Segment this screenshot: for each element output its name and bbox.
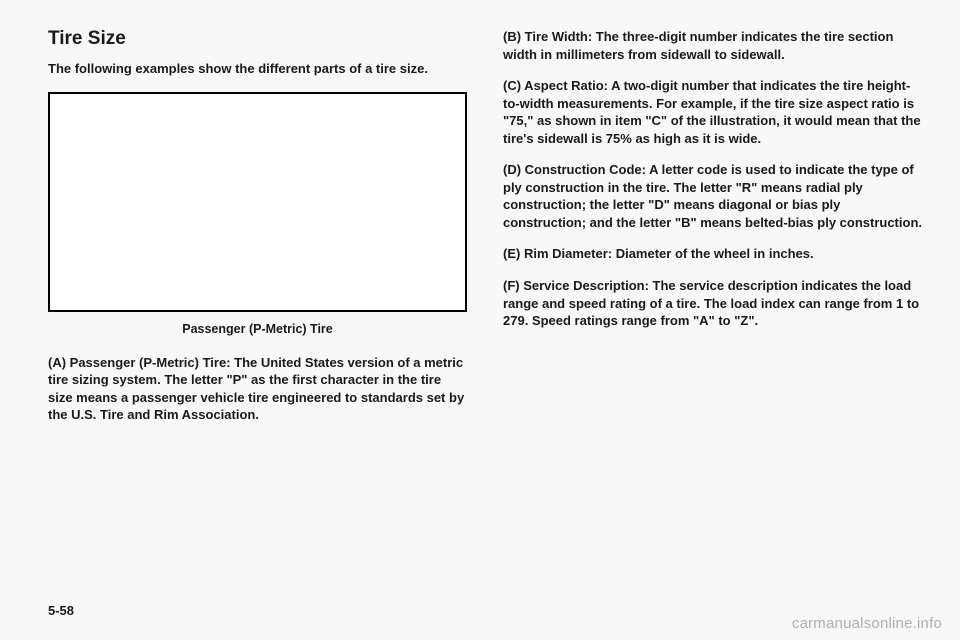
right-column: (B) Tire Width: The three-digit number i… <box>503 28 922 620</box>
definition-b: (B) Tire Width: The three-digit number i… <box>503 28 922 63</box>
figure-placeholder <box>48 92 467 312</box>
definition-d: (D) Construction Code: A letter code is … <box>503 161 922 231</box>
intro-text: The following examples show the differen… <box>48 60 467 78</box>
definition-f: (F) Service Description: The service des… <box>503 277 922 330</box>
page-number: 5-58 <box>48 603 74 618</box>
section-heading: Tire Size <box>48 28 467 50</box>
definition-a: (A) Passenger (P-Metric) Tire: The Unite… <box>48 354 467 424</box>
manual-page: Tire Size The following examples show th… <box>0 0 960 640</box>
definition-e: (E) Rim Diameter: Diameter of the wheel … <box>503 245 922 263</box>
watermark-text: carmanualsonline.info <box>792 615 942 632</box>
left-column: Tire Size The following examples show th… <box>48 28 467 620</box>
definition-c: (C) Aspect Ratio: A two-digit number tha… <box>503 77 922 147</box>
figure-caption: Passenger (P-Metric) Tire <box>48 322 467 336</box>
